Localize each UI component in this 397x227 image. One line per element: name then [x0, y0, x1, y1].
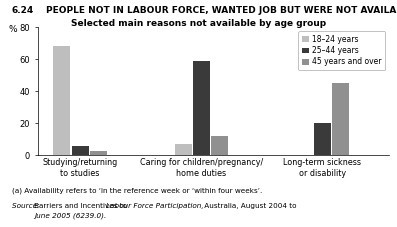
Bar — [71, 146, 89, 155]
Text: PEOPLE NOT IN LABOUR FORCE, WANTED JOB BUT WERE NOT AVAILABLE(a),: PEOPLE NOT IN LABOUR FORCE, WANTED JOB B… — [46, 6, 397, 15]
Bar — [193, 61, 210, 155]
Text: Selected main reasons not available by age group: Selected main reasons not available by a… — [71, 19, 326, 28]
Text: Australia, August 2004 to: Australia, August 2004 to — [202, 203, 296, 209]
Bar — [332, 83, 349, 155]
Legend: 18–24 years, 25–44 years, 45 years and over: 18–24 years, 25–44 years, 45 years and o… — [298, 31, 385, 70]
Bar — [90, 151, 107, 155]
Y-axis label: %: % — [9, 25, 17, 34]
Bar — [211, 136, 228, 155]
Bar — [175, 144, 192, 155]
Text: June 2005 (6239.0).: June 2005 (6239.0). — [34, 213, 106, 220]
Bar — [314, 123, 331, 155]
Text: Source:: Source: — [12, 203, 42, 209]
Text: 6.24: 6.24 — [12, 6, 34, 15]
Text: Barriers and Incentives to: Barriers and Incentives to — [34, 203, 129, 209]
Text: Labour Force Participation,: Labour Force Participation, — [106, 203, 204, 209]
Text: (a) Availability refers to ‘in the reference week or ‘within four weeks’.: (a) Availability refers to ‘in the refer… — [12, 187, 262, 194]
Bar — [54, 47, 70, 155]
